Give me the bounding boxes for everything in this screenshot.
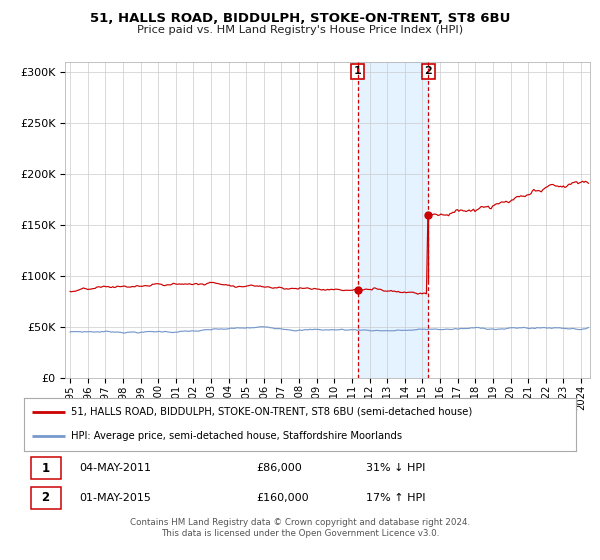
Text: Price paid vs. HM Land Registry's House Price Index (HPI): Price paid vs. HM Land Registry's House … bbox=[137, 25, 463, 35]
Text: 04-MAY-2011: 04-MAY-2011 bbox=[79, 463, 151, 473]
FancyBboxPatch shape bbox=[31, 457, 61, 479]
Text: 01-MAY-2015: 01-MAY-2015 bbox=[79, 493, 151, 503]
Bar bbox=[358, 62, 428, 378]
Text: 51, HALLS ROAD, BIDDULPH, STOKE-ON-TRENT, ST8 6BU: 51, HALLS ROAD, BIDDULPH, STOKE-ON-TRENT… bbox=[90, 12, 510, 25]
FancyBboxPatch shape bbox=[31, 487, 61, 509]
Text: £86,000: £86,000 bbox=[256, 463, 302, 473]
Text: 2: 2 bbox=[424, 66, 432, 76]
Text: HPI: Average price, semi-detached house, Staffordshire Moorlands: HPI: Average price, semi-detached house,… bbox=[71, 431, 402, 441]
Text: £160,000: £160,000 bbox=[256, 493, 308, 503]
Text: Contains HM Land Registry data © Crown copyright and database right 2024.: Contains HM Land Registry data © Crown c… bbox=[130, 518, 470, 527]
Text: 51, HALLS ROAD, BIDDULPH, STOKE-ON-TRENT, ST8 6BU (semi-detached house): 51, HALLS ROAD, BIDDULPH, STOKE-ON-TRENT… bbox=[71, 407, 472, 417]
Text: 31% ↓ HPI: 31% ↓ HPI bbox=[366, 463, 425, 473]
Text: 17% ↑ HPI: 17% ↑ HPI bbox=[366, 493, 426, 503]
Text: This data is licensed under the Open Government Licence v3.0.: This data is licensed under the Open Gov… bbox=[161, 529, 439, 538]
Text: 2: 2 bbox=[41, 491, 50, 504]
Text: 1: 1 bbox=[41, 462, 50, 475]
Text: 1: 1 bbox=[354, 66, 362, 76]
